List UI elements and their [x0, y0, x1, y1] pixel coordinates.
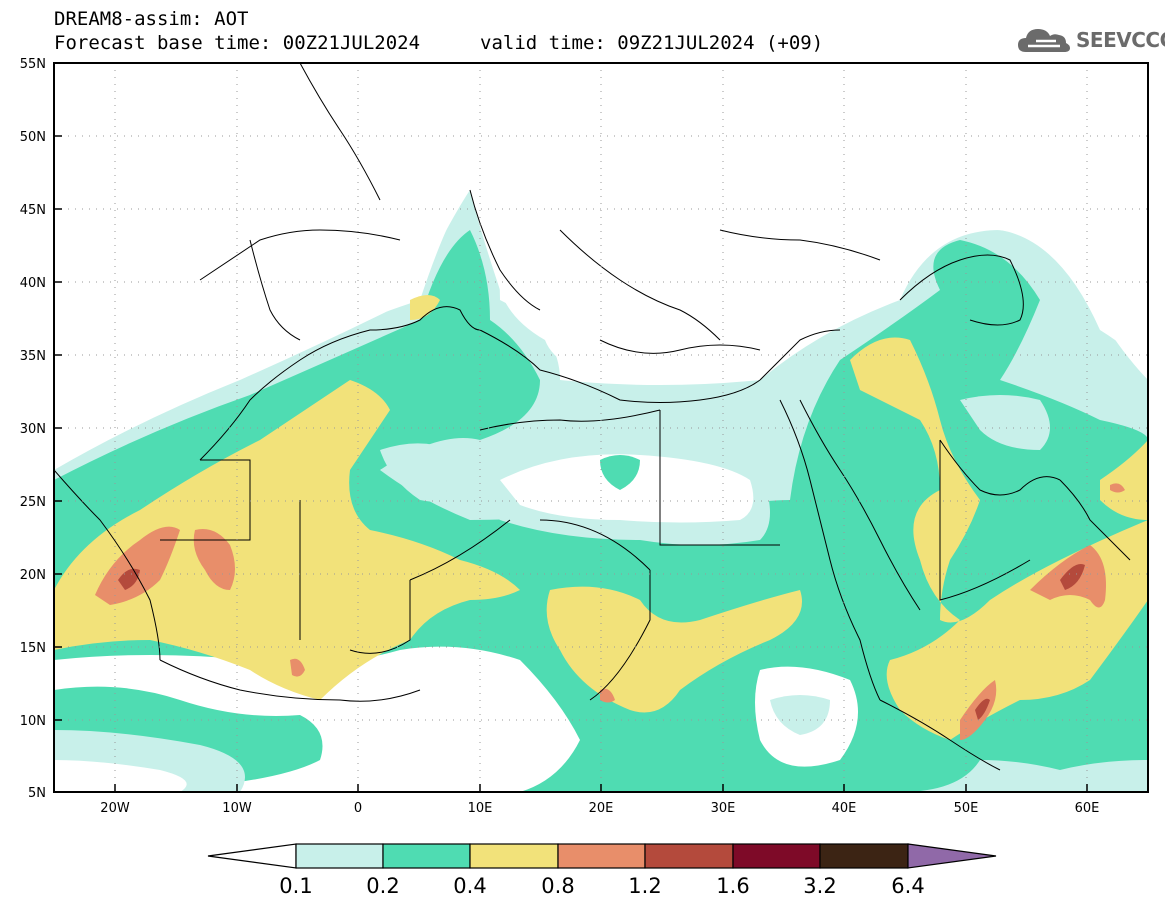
lat-labels: 55N 50N 45N 40N 35N 30N 25N 20N 15N 10N …: [20, 57, 46, 801]
lon-label: 10E: [468, 801, 493, 816]
lon-labels: 20W 10W 0 10E 20E 30E 40E 50E 60E: [100, 801, 1099, 816]
lat-label: 20N: [20, 568, 46, 583]
grid-lines: [54, 63, 1148, 792]
lat-label: 40N: [20, 276, 46, 291]
colorbar-label: 0.8: [541, 874, 574, 898]
colorbar-labels: 0.1 0.2 0.4 0.8 1.2 1.6 3.2 6.4: [279, 874, 924, 898]
lon-label: 60E: [1075, 801, 1100, 816]
lon-label: 20W: [100, 801, 130, 816]
colorbar-bin: [469, 843, 559, 869]
lon-label: 50E: [954, 801, 979, 816]
colorbar-label: 0.4: [453, 874, 486, 898]
aot-contour-0.8: [95, 526, 180, 605]
colorbar-label: 1.6: [716, 874, 749, 898]
lon-label: 40E: [832, 801, 857, 816]
seevccc-logo: SEEVCCC: [1016, 24, 1165, 58]
colorbar-bin: [382, 843, 471, 869]
colorbar-bin: [732, 843, 821, 869]
lon-label: 20E: [589, 801, 614, 816]
colorbar-low-arrow: [207, 843, 297, 869]
colorbar-high-arrow: [907, 843, 997, 869]
colorbar-bin: [557, 843, 646, 869]
coastlines: [54, 63, 1131, 771]
map-title: DREAM8-assim: AOT: [54, 8, 249, 30]
lat-label: 25N: [20, 495, 46, 510]
colorbar-label: 3.2: [803, 874, 836, 898]
lat-label: 55N: [20, 57, 46, 72]
lat-label: 50N: [20, 130, 46, 145]
colorbar-bin: [819, 843, 909, 869]
forecast-base-time: Forecast base time: 00Z21JUL2024: [54, 32, 421, 54]
colorbar-bin: [644, 843, 734, 869]
lon-label: 0: [354, 801, 362, 816]
colorbar-label: 6.4: [891, 874, 924, 898]
lat-label: 30N: [20, 422, 46, 437]
colorbar: [207, 843, 997, 869]
colorbar-label: 0.2: [366, 874, 399, 898]
colorbar-label: 1.2: [628, 874, 661, 898]
colorbar-bin: [295, 843, 384, 869]
axis-ticks: [54, 62, 1088, 792]
lat-label: 10N: [20, 714, 46, 729]
lon-label: 10W: [222, 801, 252, 816]
aot-contour-0.4: [54, 380, 520, 700]
lat-label: 45N: [20, 203, 46, 218]
colorbar-label: 0.1: [279, 874, 312, 898]
cloud-icon: [1018, 29, 1070, 52]
aot-contour-1.2: [118, 568, 140, 590]
logo-text: SEEVCCC: [1076, 28, 1165, 52]
lat-label: 5N: [28, 786, 46, 801]
valid-time: valid time: 09Z21JUL2024 (+09): [480, 32, 824, 54]
lon-label: 30E: [711, 801, 736, 816]
lat-label: 35N: [20, 349, 46, 364]
lat-label: 15N: [20, 641, 46, 656]
